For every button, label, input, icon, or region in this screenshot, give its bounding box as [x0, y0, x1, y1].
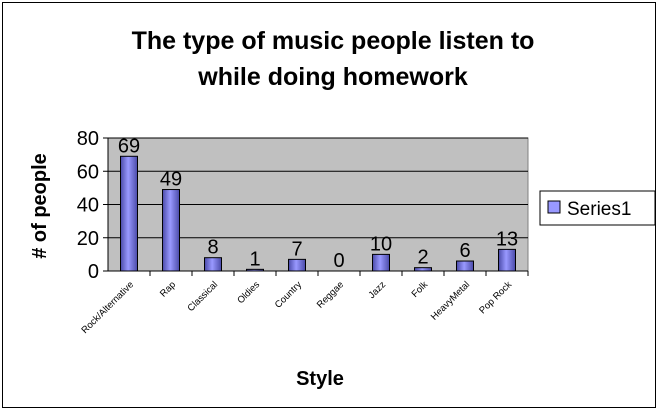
bar [162, 189, 180, 272]
chart-frame: The type of music people listen to while… [2, 2, 656, 408]
bar-value-label: 0 [333, 250, 344, 272]
bar-value-label: 69 [118, 135, 140, 157]
x-tick-label: HeavyMetal [429, 279, 472, 322]
x-tick-label: Jazz [367, 279, 389, 301]
bar-value-label: 49 [160, 169, 182, 191]
bar-value-label: 6 [459, 240, 470, 262]
y-tick-label: 20 [77, 228, 99, 250]
bar-value-label: 10 [370, 233, 392, 255]
bar [456, 260, 474, 272]
bar [204, 257, 222, 272]
bar [120, 155, 138, 272]
bar-value-label: 8 [207, 237, 218, 259]
x-tick-label: Rap [158, 279, 178, 299]
x-tick-label: Classical [185, 279, 220, 314]
y-tick-label: 80 [77, 128, 99, 150]
x-tick-label: Rock/Alternative [79, 279, 136, 336]
y-tick-label: 60 [77, 161, 99, 183]
data-labels: 69 49 8 1 7 0 10 2 6 13 [118, 135, 518, 272]
y-axis-label: # of people [29, 153, 51, 259]
bar-value-label: 1 [249, 248, 260, 270]
chart-title-line-1: The type of music people listen to [132, 27, 535, 55]
legend-swatch [547, 200, 561, 214]
x-axis-label: Style [296, 368, 344, 390]
chart-title-line-2: while doing homework [197, 63, 468, 91]
legend-series-name: Series1 [567, 199, 631, 220]
y-axis-ticks: 0 20 40 60 80 [77, 128, 108, 283]
x-tick-label: Reggae [315, 279, 346, 310]
y-tick-label: 40 [77, 195, 99, 217]
bar [288, 258, 306, 272]
legend: Series1 [539, 190, 656, 226]
x-tick-label: Folk [410, 279, 431, 300]
bar-value-label: 7 [291, 238, 302, 260]
y-tick-label: 0 [88, 261, 99, 283]
x-axis-ticks: Rock/Alternative Rap Classical Oldies Countr… [79, 271, 529, 336]
bar [372, 253, 390, 272]
bar-value-label: 13 [496, 228, 518, 250]
x-tick-label: Country [273, 279, 304, 310]
x-tick-label: Oldies [235, 279, 262, 306]
bar-value-label: 2 [417, 247, 428, 269]
bar-chart: The type of music people listen to while… [29, 27, 656, 390]
bar [498, 248, 516, 272]
x-tick-label: Pop Rock [477, 279, 514, 316]
